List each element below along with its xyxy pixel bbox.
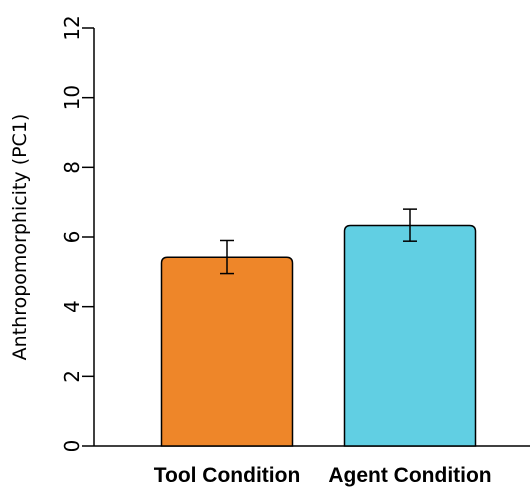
y-tick-label: 2 — [60, 370, 84, 383]
y-tick-label: 4 — [60, 300, 84, 313]
y-tick-label: 12 — [60, 15, 84, 40]
bar-tool-condition — [160, 256, 294, 447]
category-labels: Tool Condition Agent Condition — [154, 464, 492, 487]
category-label: Agent Condition — [328, 464, 491, 487]
error-bars — [220, 208, 417, 275]
y-tick-label: 8 — [60, 161, 84, 174]
y-axis: 0 2 4 6 8 10 12 — [60, 15, 95, 453]
bars — [160, 224, 477, 447]
y-tick-label: 0 — [60, 440, 84, 453]
y-axis-title: Anthropomorphicity (PC1) — [9, 114, 31, 361]
bar-agent-condition — [343, 224, 477, 447]
y-tick-label: 6 — [60, 231, 84, 244]
category-label: Tool Condition — [154, 464, 301, 487]
y-tick-label: 10 — [60, 85, 84, 110]
